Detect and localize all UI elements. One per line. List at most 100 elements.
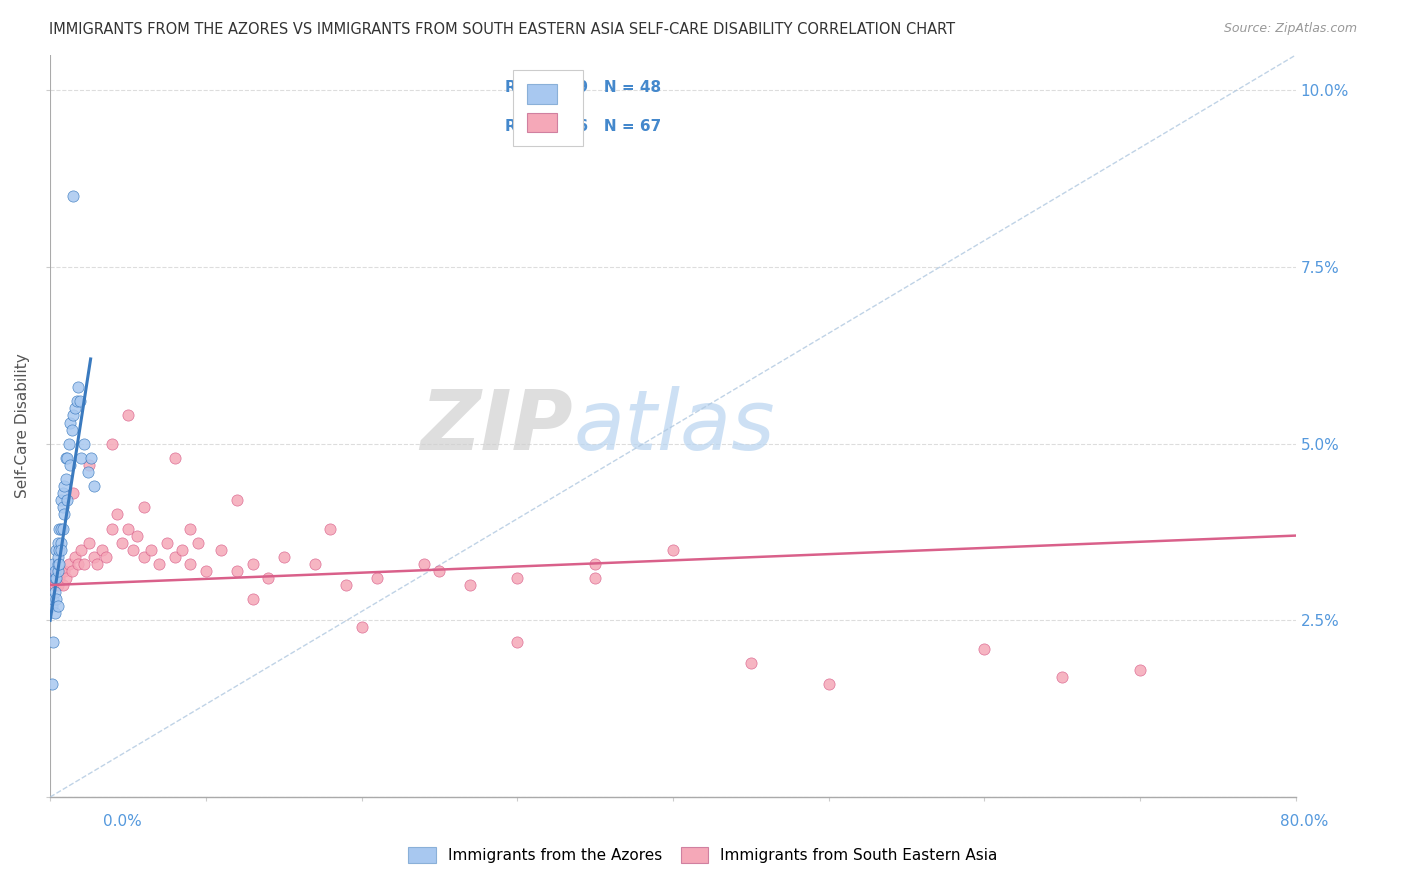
Point <box>56 493 79 508</box>
Point <box>46 549 69 564</box>
Point <box>460 578 482 592</box>
Point <box>209 542 232 557</box>
Point <box>44 571 66 585</box>
Point <box>69 394 91 409</box>
Text: IMMIGRANTS FROM THE AZORES VS IMMIGRANTS FROM SOUTH EASTERN ASIA SELF-CARE DISAB: IMMIGRANTS FROM THE AZORES VS IMMIGRANTS… <box>49 22 955 37</box>
Text: 80.0%: 80.0% <box>1281 814 1329 830</box>
Point <box>55 450 77 465</box>
Point <box>273 549 295 564</box>
Point <box>90 542 112 557</box>
Point <box>132 500 155 515</box>
Point <box>45 571 67 585</box>
Point <box>350 620 373 634</box>
Point <box>49 564 72 578</box>
Point <box>58 436 80 450</box>
Point <box>49 542 72 557</box>
Point <box>49 522 72 536</box>
Point <box>46 564 69 578</box>
Legend: , : , <box>513 70 583 146</box>
Point <box>117 522 139 536</box>
Point <box>156 535 179 549</box>
Point <box>42 557 65 571</box>
Point <box>60 564 83 578</box>
Text: R = 0.579   N = 48: R = 0.579 N = 48 <box>505 80 661 95</box>
Point <box>86 557 108 571</box>
Point <box>56 450 79 465</box>
Point <box>62 486 84 500</box>
Point <box>59 416 82 430</box>
Point <box>179 522 201 536</box>
Point <box>111 535 134 549</box>
Point <box>52 500 75 515</box>
Point <box>817 677 839 691</box>
Point <box>105 508 128 522</box>
Point <box>62 409 84 423</box>
Point <box>53 479 76 493</box>
Point <box>52 486 75 500</box>
Point <box>44 607 66 621</box>
Point <box>226 564 249 578</box>
Text: 0.0%: 0.0% <box>103 814 142 830</box>
Point <box>67 380 90 394</box>
Point <box>52 578 75 592</box>
Point <box>506 634 529 648</box>
Point <box>226 493 249 508</box>
Point <box>257 571 280 585</box>
Point <box>46 578 69 592</box>
Point <box>76 465 98 479</box>
Point <box>506 571 529 585</box>
Point <box>304 557 326 571</box>
Point <box>194 564 217 578</box>
Point <box>42 571 65 585</box>
Point <box>46 535 69 549</box>
Point <box>60 423 83 437</box>
Point <box>59 458 82 472</box>
Point <box>46 599 69 614</box>
Text: R = 0.136   N = 67: R = 0.136 N = 67 <box>505 119 661 134</box>
Point <box>58 557 80 571</box>
Point <box>63 401 86 416</box>
Point <box>52 522 75 536</box>
Point <box>79 450 101 465</box>
Point <box>55 472 77 486</box>
Point <box>83 479 105 493</box>
Point <box>48 557 70 571</box>
Point <box>77 458 100 472</box>
Point <box>179 557 201 571</box>
Point <box>242 557 264 571</box>
Y-axis label: Self-Care Disability: Self-Care Disability <box>15 354 30 499</box>
Point <box>44 564 66 578</box>
Point <box>172 542 194 557</box>
Point <box>44 578 66 592</box>
Text: atlas: atlas <box>574 385 775 467</box>
Point <box>187 535 209 549</box>
Point <box>973 641 995 656</box>
Point <box>740 656 762 670</box>
Point <box>55 571 77 585</box>
Point <box>141 542 163 557</box>
Point <box>121 542 143 557</box>
Point <box>83 549 105 564</box>
Point <box>49 535 72 549</box>
Point <box>163 450 186 465</box>
Point <box>70 450 93 465</box>
Point <box>583 557 606 571</box>
Point <box>662 542 685 557</box>
Point <box>48 542 70 557</box>
Point <box>63 549 86 564</box>
Point <box>132 549 155 564</box>
Point <box>96 549 118 564</box>
Point <box>65 394 87 409</box>
Point <box>41 599 63 614</box>
Point <box>45 564 67 578</box>
Point <box>53 508 76 522</box>
Point <box>70 542 93 557</box>
Point <box>77 535 100 549</box>
Point <box>242 592 264 607</box>
Point <box>53 564 76 578</box>
Text: Source: ZipAtlas.com: Source: ZipAtlas.com <box>1223 22 1357 36</box>
Point <box>49 493 72 508</box>
Point <box>44 585 66 599</box>
Point <box>427 564 450 578</box>
Legend: Immigrants from the Azores, Immigrants from South Eastern Asia: Immigrants from the Azores, Immigrants f… <box>401 839 1005 871</box>
